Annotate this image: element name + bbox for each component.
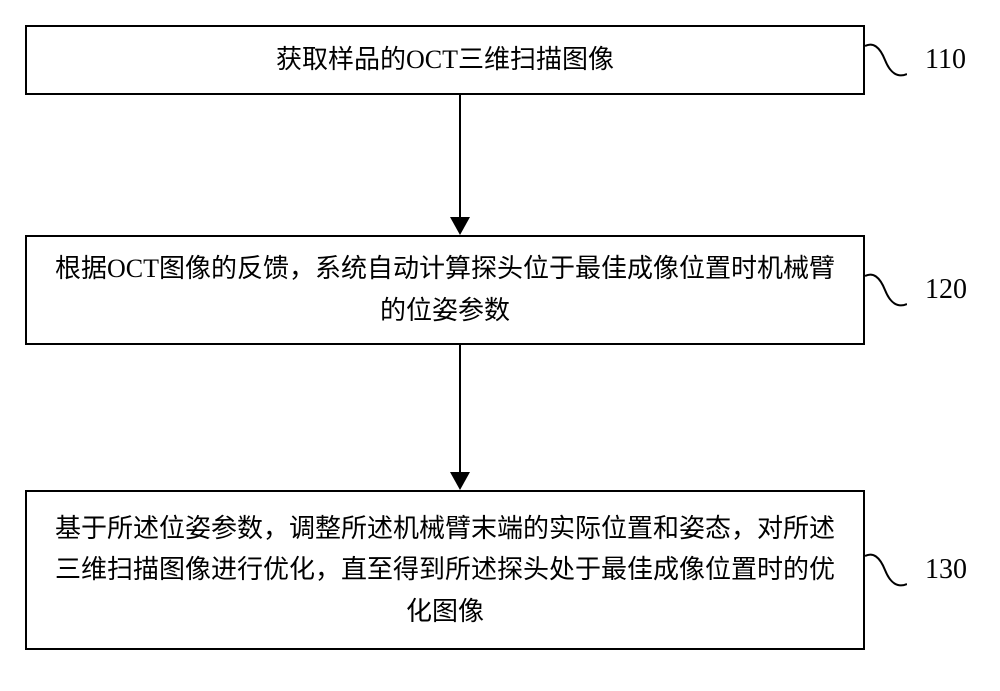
flowchart-container: 获取样品的OCT三维扫描图像 110 根据OCT图像的反馈，系统自动计算探头位于… bbox=[0, 0, 1000, 691]
step-1-text: 获取样品的OCT三维扫描图像 bbox=[276, 39, 614, 81]
step-3-label-connector bbox=[865, 552, 907, 588]
arrow-1 bbox=[445, 95, 475, 235]
step-1-label-connector bbox=[865, 42, 907, 78]
step-2-label: 120 bbox=[925, 274, 967, 306]
flowchart-step-3: 基于所述位姿参数，调整所述机械臂末端的实际位置和姿态，对所述三维扫描图像进行优化… bbox=[25, 490, 865, 650]
step-1-label: 110 bbox=[925, 44, 966, 76]
step-3-text: 基于所述位姿参数，调整所述机械臂末端的实际位置和姿态，对所述三维扫描图像进行优化… bbox=[47, 508, 843, 633]
flowchart-step-2: 根据OCT图像的反馈，系统自动计算探头位于最佳成像位置时机械臂的位姿参数 bbox=[25, 235, 865, 345]
flowchart-step-1: 获取样品的OCT三维扫描图像 bbox=[25, 25, 865, 95]
step-3-label: 130 bbox=[925, 554, 967, 586]
step-2-text: 根据OCT图像的反馈，系统自动计算探头位于最佳成像位置时机械臂的位姿参数 bbox=[47, 248, 843, 331]
arrow-2 bbox=[445, 345, 475, 490]
step-2-label-connector bbox=[865, 272, 907, 308]
